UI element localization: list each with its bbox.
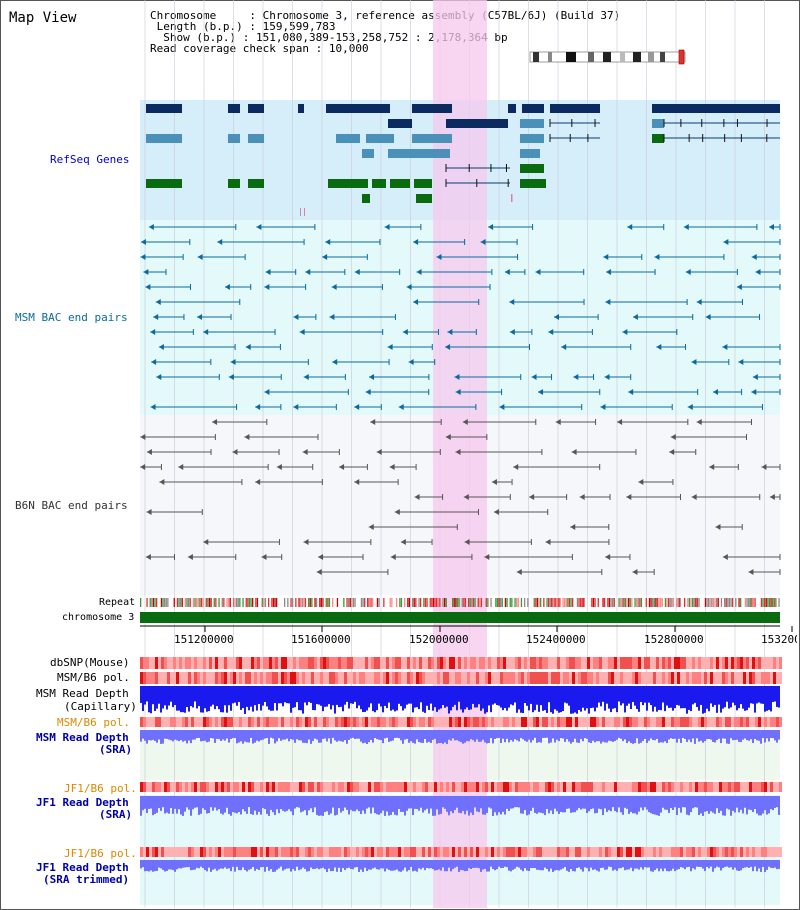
msm-b6-pol-sra-label: MSM/B6 pol. (57, 716, 130, 729)
gene-feature (652, 134, 664, 143)
gene-feature (228, 179, 240, 188)
gene-feature (390, 179, 410, 188)
jf1-depth-trim-sub: (SRA trimmed) (43, 873, 130, 886)
gene-feature (248, 104, 264, 113)
gene-feature (248, 179, 264, 188)
gene-feature (522, 104, 544, 113)
coverage-line: Read coverage check span : 10,000 (150, 42, 369, 55)
gene-feature (362, 194, 370, 203)
axis-tick-label: 152800000 (644, 633, 704, 646)
header-info: Chromosome : Chromosome 3, reference ass… (150, 10, 620, 54)
msm-depth-cap-label: MSM Read Depth (36, 687, 129, 700)
repeat-track (140, 598, 780, 607)
chromosome-ideogram-icon (529, 49, 686, 65)
refseq-track-label[interactable]: RefSeq Genes (50, 153, 130, 166)
jf1-depth-sra-label: JF1 Read Depth (36, 796, 129, 809)
msm-b6-pol-label: MSM/B6 pol. (57, 671, 130, 684)
gene-feature (366, 134, 394, 143)
gene-feature (328, 179, 368, 188)
jf1-b6-pol2-label: JF1/B6 pol. (64, 847, 137, 860)
b6n-bac-track-label[interactable]: B6N BAC end pairs (15, 499, 128, 512)
gene-feature (520, 119, 544, 128)
msm-bac-track (140, 224, 781, 410)
axis-tick-label: 151600000 (291, 633, 351, 646)
axis-tick-label: 152400000 (526, 633, 586, 646)
gene-feature (326, 104, 390, 113)
msm-depth-cap-sub: (Capillary) (64, 700, 137, 713)
gene-feature (520, 134, 544, 143)
depth-tracks (140, 686, 780, 872)
axis-tick-label: 152000000 (409, 633, 469, 646)
gene-feature (146, 104, 182, 113)
position-axis (140, 625, 793, 632)
chromosome-bar (140, 612, 780, 623)
gene-feature (446, 119, 508, 128)
repeat-track-label: Repeat (99, 597, 136, 608)
msm-depth-sra-label: MSM Read Depth (36, 731, 129, 744)
gene-feature (520, 164, 544, 173)
msm-depth-sra-sub: (SRA) (99, 743, 133, 756)
heatmap-tracks (140, 657, 782, 857)
jf1-depth-trim-label: JF1 Read Depth (36, 861, 129, 874)
chromosome-track-label: chromosome 3 (62, 612, 135, 623)
coverage-value: 10,000 (328, 42, 369, 55)
axis-tick-label: 153200000 (761, 633, 797, 646)
gene-feature (146, 179, 182, 188)
b6n-bac-track (140, 419, 781, 575)
gene-feature (520, 179, 546, 188)
refseq-genes-track (146, 104, 780, 216)
gene-feature (412, 104, 452, 113)
gene-feature (550, 104, 600, 113)
gene-feature (416, 194, 432, 203)
gene-feature (146, 134, 182, 143)
page-title: Map View (9, 10, 77, 26)
jf1-depth-sra-sub: (SRA) (99, 808, 133, 821)
gene-feature (520, 149, 540, 158)
gene-feature (388, 119, 412, 128)
dbsnp-track-label: dbSNP(Mouse) (50, 656, 130, 669)
msm-bac-track-label[interactable]: MSM BAC end pairs (15, 311, 128, 324)
gene-feature (412, 134, 452, 143)
gene-feature (336, 134, 360, 143)
gene-feature (248, 134, 264, 143)
gene-feature (652, 119, 664, 128)
gene-feature (388, 149, 450, 158)
gene-feature (508, 104, 516, 113)
gene-feature (652, 104, 780, 113)
length-value: 159,599,783 (262, 20, 336, 33)
length-line: Length (b.p.) : 159,599,783 (150, 20, 336, 33)
gene-feature (414, 179, 432, 188)
gene-feature (298, 104, 304, 113)
gene-feature (372, 179, 386, 188)
jf1-b6-pol-label: JF1/B6 pol. (64, 782, 137, 795)
gene-feature (228, 104, 240, 113)
gene-feature (228, 134, 240, 143)
axis-tick-label: 151200000 (174, 633, 234, 646)
gene-feature (362, 149, 374, 158)
